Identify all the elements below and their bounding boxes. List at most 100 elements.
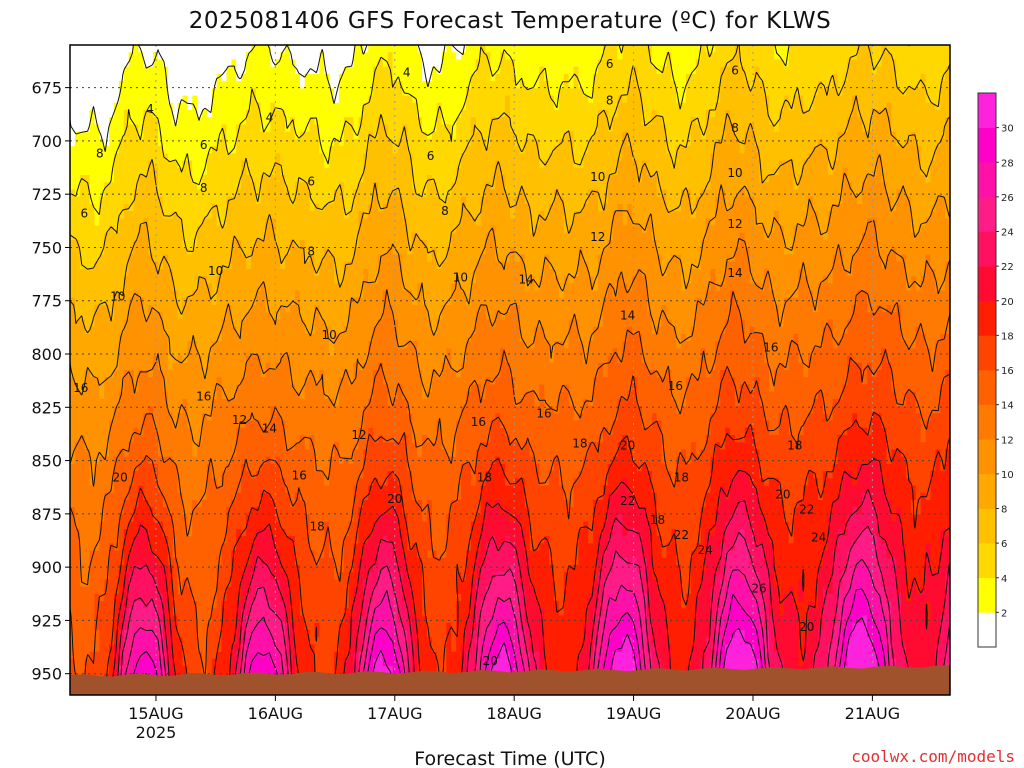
y-tick-label: 700: [31, 132, 62, 151]
isotherm-label: 12: [351, 428, 366, 442]
isotherm-label: 16: [292, 468, 307, 482]
chart-title: 2025081406 GFS Forecast Temperature (ºC)…: [189, 8, 832, 34]
colorbar-swatch: [978, 162, 996, 197]
isotherm-label: 16: [471, 415, 486, 429]
isotherm-label: 20: [113, 471, 128, 485]
colorbar-swatch: [978, 335, 996, 370]
colorbar-swatch: [978, 439, 996, 474]
colorbar-swatch: [978, 612, 996, 647]
isotherm-label: 14: [262, 422, 277, 436]
isotherm-label: 10: [727, 166, 742, 180]
isotherm-label: 16: [196, 390, 211, 404]
colorbar-swatch: [978, 509, 996, 544]
isotherm-label: 8: [606, 93, 614, 107]
colorbar-label: 2: [1001, 608, 1007, 619]
x-axis-label: Forecast Time (UTC): [414, 748, 605, 768]
isotherm-label: 18: [310, 520, 325, 534]
colorbar-label: 4: [1001, 574, 1007, 585]
isotherm-label: 12: [590, 230, 605, 244]
isotherm-label: 20: [775, 488, 790, 502]
isotherm-label: 8: [731, 121, 739, 135]
isotherm-label: 16: [536, 407, 551, 421]
colorbar-label: 10: [1001, 470, 1014, 481]
isotherm-label: 8: [307, 245, 315, 259]
isotherm-label: 4: [266, 110, 274, 124]
credit-text: coolwx.com/models: [851, 747, 1015, 766]
colorbar-label: 8: [1001, 505, 1007, 516]
y-tick-label: 800: [31, 345, 62, 364]
colorbar-swatch: [978, 370, 996, 405]
isotherm-label: 16: [73, 381, 88, 395]
isotherm-label: 6: [200, 138, 208, 152]
colorbar-label: 18: [1001, 331, 1014, 342]
isotherm-label: 14: [727, 266, 742, 280]
colorbar-swatch: [978, 543, 996, 578]
colorbar-label: 28: [1001, 158, 1014, 169]
colorbar-swatch: [978, 405, 996, 440]
y-tick-label: 825: [31, 398, 62, 417]
isotherm-label: 6: [307, 174, 315, 188]
isotherm-label: 12: [727, 217, 742, 231]
colorbar-swatch: [978, 128, 996, 163]
isotherm-label: 24: [698, 543, 713, 557]
colorbar-swatch: [978, 474, 996, 509]
colorbar-swatch: [978, 578, 996, 613]
colorbar-swatch: [978, 232, 996, 267]
x-tick-label: 15AUG: [128, 704, 183, 723]
colorbar-label: 6: [1001, 539, 1007, 550]
colorbar-label: 20: [1001, 297, 1014, 308]
x-tick-label: 19AUG: [606, 704, 661, 723]
isotherm-label: 8: [441, 204, 449, 218]
isotherm-label: 18: [787, 439, 802, 453]
isotherm-label: 10: [208, 264, 223, 278]
isotherm-label: 12: [0, 402, 8, 416]
colorbar-label: 14: [1001, 401, 1014, 412]
isotherm-label: 10: [590, 170, 605, 184]
isotherm-label: 20: [620, 439, 635, 453]
x-tick-label: 21AUG: [845, 704, 900, 723]
isotherm-label: 24: [811, 530, 826, 544]
isotherm-label: 22: [799, 503, 814, 517]
colorbar-label: 12: [1001, 435, 1014, 446]
isotherm-label: 8: [200, 181, 208, 195]
x-tick-label: 20AUG: [725, 704, 780, 723]
isotherm-label: 14: [620, 309, 635, 323]
x-tick-sublabel: 2025: [136, 723, 177, 742]
y-tick-label: 750: [31, 238, 62, 257]
isotherm-label: 14: [518, 272, 533, 286]
isotherm-label: 10: [453, 270, 468, 284]
isotherm-label: 6: [606, 57, 614, 71]
y-tick-label: 900: [31, 558, 62, 577]
isotherm-label: 18: [477, 471, 492, 485]
isotherm-label: 20: [483, 654, 498, 668]
colorbar-swatch: [978, 93, 996, 128]
isotherm-label: 22: [674, 528, 689, 542]
isotherm-label: 16: [763, 341, 778, 355]
x-tick-label: 16AUG: [248, 704, 303, 723]
isotherm-label: 6: [731, 64, 739, 78]
y-tick-label: 925: [31, 611, 62, 630]
y-tick-label: 950: [31, 665, 62, 684]
isotherm-label: 18: [572, 437, 587, 451]
isotherm-label: 10: [110, 289, 125, 303]
temperature-time-height-chart: 2025081406 GFS Forecast Temperature (ºC)…: [0, 0, 1024, 768]
colorbar-label: 30: [1001, 124, 1014, 135]
isotherm-label: 10: [321, 328, 336, 342]
isotherm-label: 12: [232, 413, 247, 427]
colorbar-label: 16: [1001, 366, 1014, 377]
y-tick-label: 725: [31, 185, 62, 204]
isotherm-label: 4: [403, 66, 411, 80]
y-tick-label: 850: [31, 452, 62, 471]
isotherm-label: 20: [799, 620, 814, 634]
isotherm-label: 22: [620, 494, 635, 508]
y-tick-label: 675: [31, 79, 62, 98]
isotherm-label: 26: [751, 581, 766, 595]
isotherm-label: 6: [427, 149, 435, 163]
isotherm-label: 20: [387, 492, 402, 506]
y-tick-label: 775: [31, 292, 62, 311]
colorbar-swatch: [978, 301, 996, 336]
